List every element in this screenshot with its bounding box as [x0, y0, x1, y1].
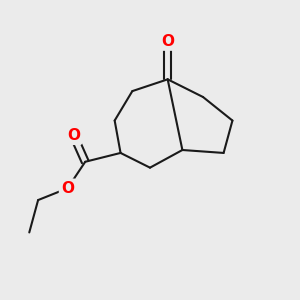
Text: O: O [161, 34, 174, 49]
Text: O: O [61, 181, 74, 196]
Text: O: O [67, 128, 80, 143]
